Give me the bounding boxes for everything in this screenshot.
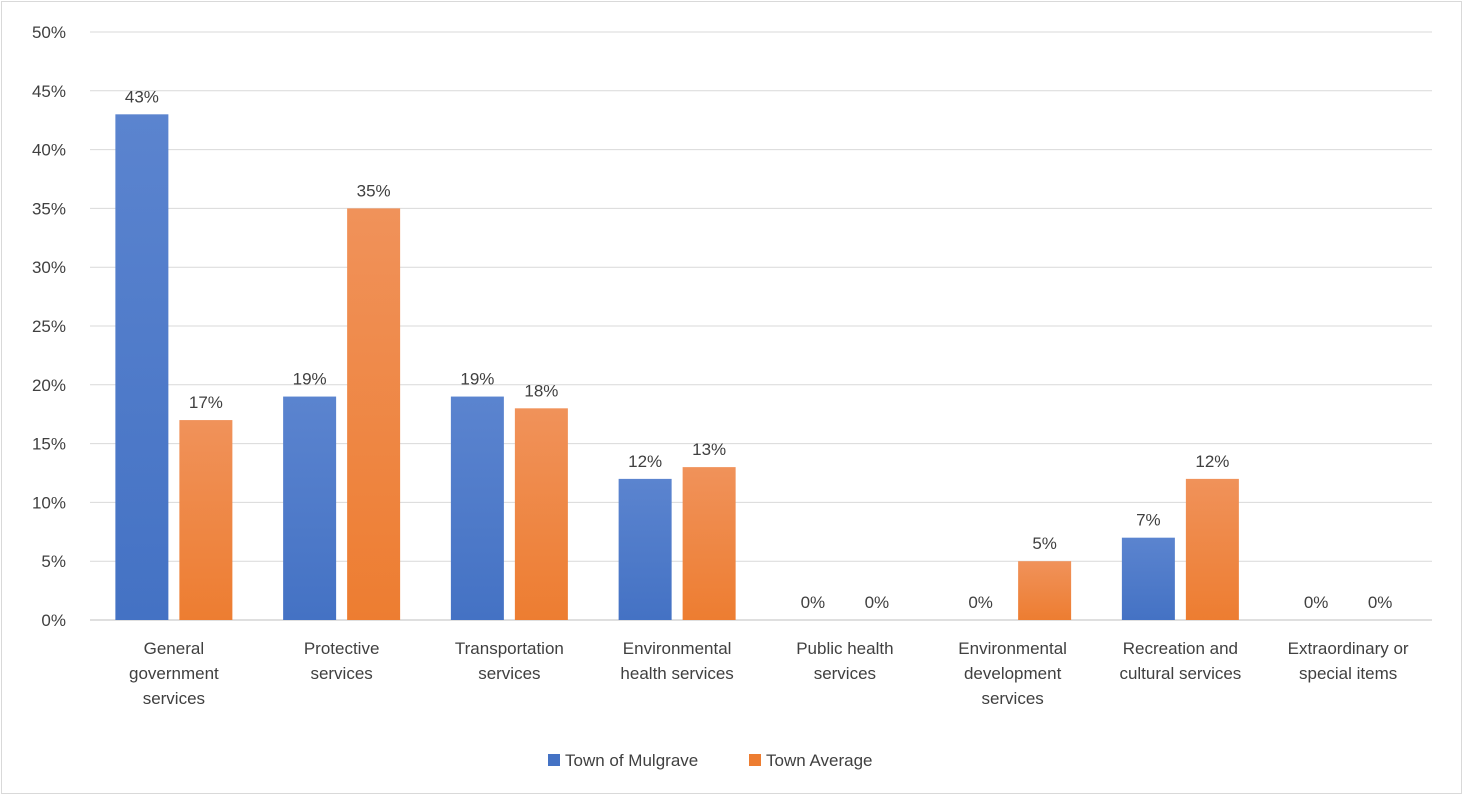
bar-average: [179, 420, 233, 620]
category-label: Protective services: [304, 639, 380, 683]
category-label: General government services: [129, 639, 219, 708]
category-label: Environmental health services: [620, 639, 733, 683]
y-tick-label: 20%: [32, 376, 66, 395]
data-label: 5%: [1032, 534, 1057, 553]
category-label: Environmental development services: [958, 639, 1067, 708]
bar-average: [1185, 478, 1239, 620]
y-tick-label: 30%: [32, 258, 66, 277]
legend-label: Town Average: [766, 751, 872, 770]
y-tick-label: 25%: [32, 317, 66, 336]
data-label: 13%: [692, 440, 726, 459]
bar-mulgrave: [450, 396, 504, 620]
x-axis-categories: General government services Protective servi…: [129, 639, 1409, 708]
y-tick-label: 10%: [32, 493, 66, 512]
data-label: 0%: [801, 593, 826, 612]
data-labels: 43% 17% 19% 35% 19% 18% 12% 13% 0% 0% 0% 5% 7% 12% 0% 0…: [125, 87, 1393, 612]
data-label: 18%: [524, 381, 558, 400]
y-tick-label: 0%: [41, 611, 66, 630]
category-label: Transportation services: [455, 639, 564, 683]
bar-mulgrave: [283, 396, 337, 620]
data-label: 12%: [1195, 452, 1229, 471]
data-label: 0%: [968, 593, 993, 612]
category-label: Recreation and cultural services: [1119, 639, 1241, 683]
y-tick-label: 5%: [41, 552, 66, 571]
data-label: 19%: [460, 370, 494, 389]
y-tick-label: 45%: [32, 82, 66, 101]
bars: [115, 114, 1239, 620]
bar-average: [514, 408, 568, 620]
data-label: 0%: [865, 593, 890, 612]
category-label: Extraordinary or special items: [1288, 639, 1409, 683]
y-tick-label: 40%: [32, 141, 66, 160]
data-label: 17%: [189, 393, 223, 412]
data-label: 19%: [293, 370, 327, 389]
category-label: Public health services: [796, 639, 893, 683]
y-tick-label: 50%: [32, 23, 66, 42]
data-label: 35%: [357, 181, 391, 200]
legend-swatch: [548, 754, 560, 766]
data-label: 7%: [1136, 511, 1161, 530]
legend: Town of Mulgrave Town Average: [548, 751, 872, 770]
data-label: 43%: [125, 87, 159, 106]
y-tick-label: 15%: [32, 435, 66, 454]
bar-average: [1018, 561, 1072, 620]
data-label: 0%: [1304, 593, 1329, 612]
legend-swatch: [749, 754, 761, 766]
bar-mulgrave: [115, 114, 169, 620]
legend-label: Town of Mulgrave: [565, 751, 698, 770]
bar-average: [347, 208, 401, 620]
data-label: 0%: [1368, 593, 1393, 612]
bar-average: [682, 467, 736, 620]
y-axis-ticks: 0% 5% 10% 15% 20% 25% 30% 35% 40% 45% 50%: [32, 23, 66, 630]
y-tick-label: 35%: [32, 199, 66, 218]
data-label: 12%: [628, 452, 662, 471]
bar-mulgrave: [618, 478, 672, 620]
bar-mulgrave: [1121, 537, 1175, 620]
